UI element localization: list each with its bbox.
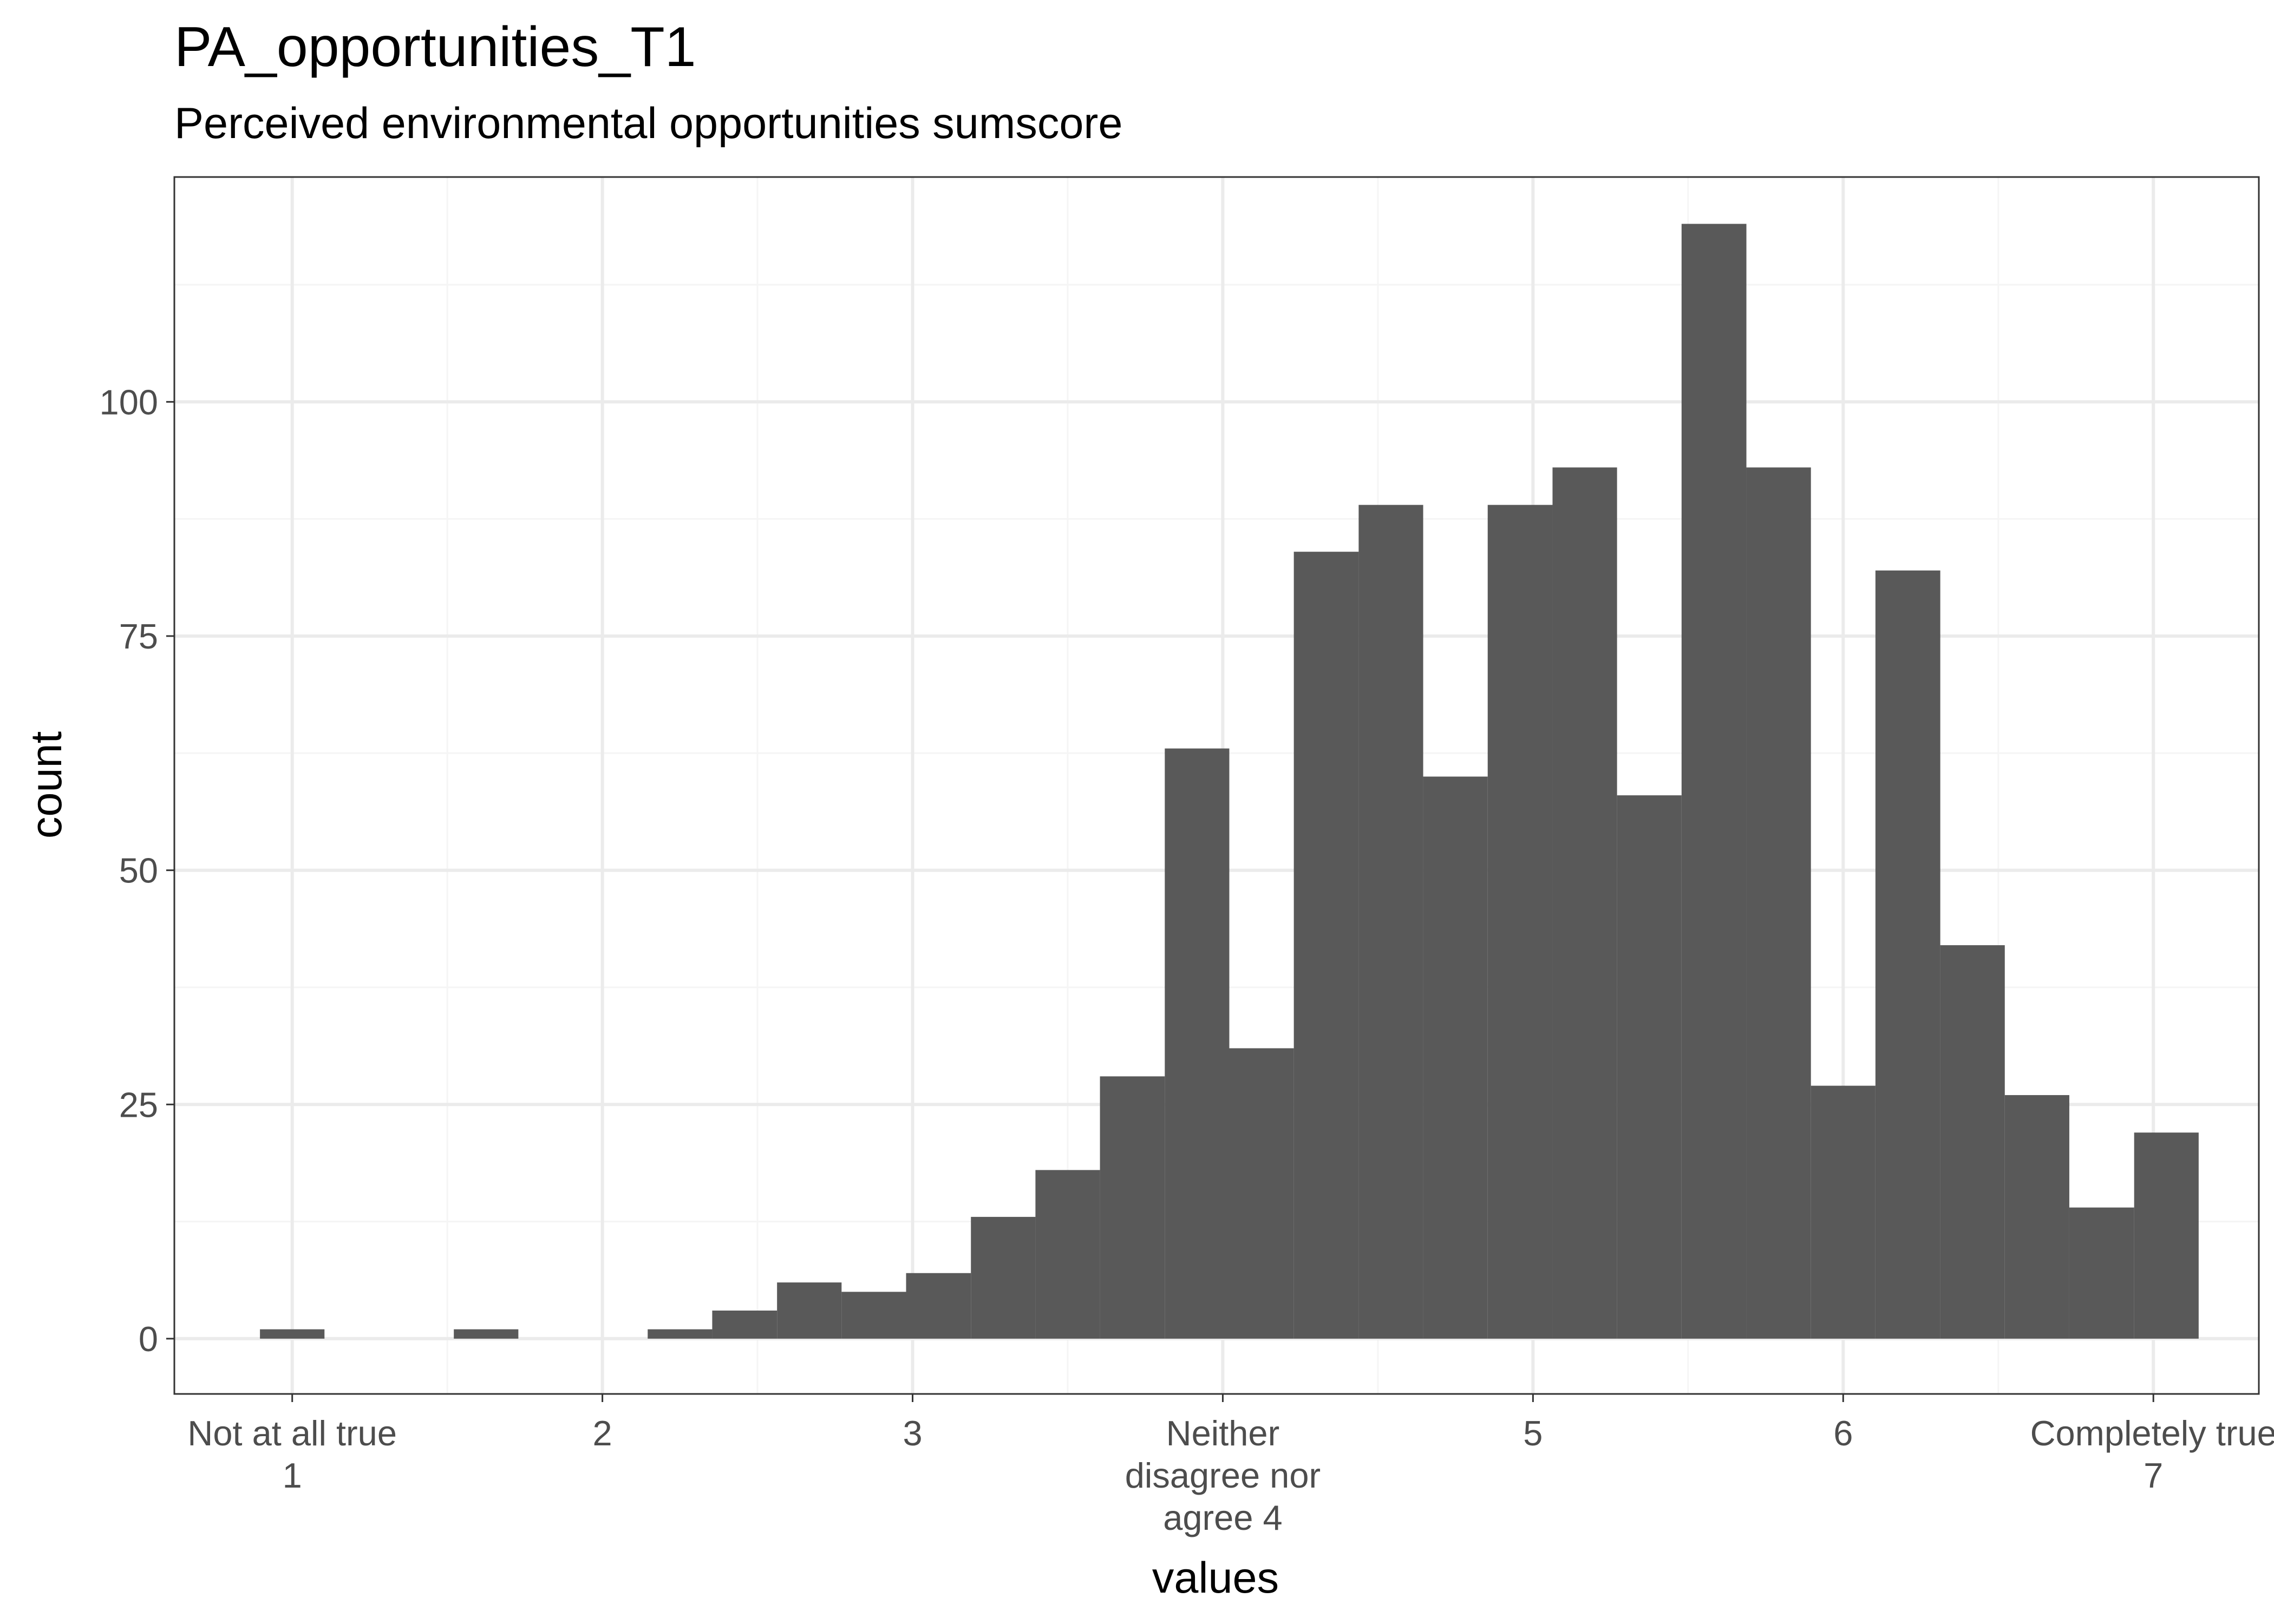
y-tick-label: 50 (119, 851, 158, 890)
x-tick-label: 3 (903, 1413, 922, 1453)
histogram-bar (2069, 1207, 2134, 1339)
y-tick-label: 0 (139, 1319, 158, 1359)
histogram-bar (1811, 1085, 1876, 1339)
histogram-bar (777, 1282, 842, 1339)
x-tick-label-line: Neither (1166, 1413, 1280, 1453)
x-tick-label: Neither disagree nor agree 4 (1125, 1413, 1321, 1537)
x-tick-label-line: 1 (283, 1456, 302, 1495)
y-axis-title: count (22, 731, 71, 839)
histogram-bar (712, 1310, 777, 1339)
x-tick-label-line: 2 (593, 1413, 612, 1453)
x-tick-label-line: 5 (1523, 1413, 1543, 1453)
x-tick-label-line: Not at all true (187, 1413, 397, 1453)
x-tick-label-line: disagree nor (1125, 1456, 1321, 1495)
histogram-bar (1035, 1170, 1100, 1339)
y-axis-ticks: 0 25 50 75 100 (100, 382, 174, 1359)
x-tick-label-line: 3 (903, 1413, 922, 1453)
y-tick-label: 100 (100, 382, 158, 422)
x-tick-label: Not at all true 1 (187, 1413, 397, 1495)
histogram-bar (841, 1292, 906, 1339)
x-tick-label-line: agree 4 (1163, 1498, 1282, 1537)
histogram-bar (648, 1329, 713, 1339)
x-tick-label-line: 7 (2144, 1456, 2163, 1495)
histogram-bar (1487, 505, 1553, 1339)
histogram-bar (1165, 748, 1230, 1339)
x-axis-title: values (1152, 1554, 1279, 1602)
histogram-bar (1552, 467, 1617, 1339)
x-tick-label-line: Completely true (2030, 1413, 2274, 1453)
histogram-bar (2134, 1132, 2199, 1339)
histogram-bars (260, 224, 2199, 1339)
histogram-bar (1423, 776, 1488, 1339)
histogram-bar (2004, 1095, 2069, 1339)
chart-title: PA_opportunities_T1 (174, 16, 696, 78)
panel-border (173, 176, 2260, 1395)
chart-subtitle: Perceived environmental opportunities su… (174, 99, 1122, 148)
histogram-bar (1940, 945, 2005, 1339)
histogram-bar (1875, 570, 1940, 1339)
x-axis-ticks: Not at all true 1 2 3 Neither disagree nor agr… (187, 1394, 2274, 1537)
histogram-bar (1746, 467, 1811, 1339)
histogram-bar (971, 1216, 1036, 1339)
histogram-bar (1229, 1048, 1294, 1339)
histogram-bar (1681, 224, 1747, 1339)
x-tick-label: Completely true 7 (2030, 1413, 2274, 1495)
histogram-bar (1617, 795, 1682, 1339)
histogram-bar (906, 1273, 971, 1339)
histogram-bar (1100, 1076, 1165, 1339)
x-tick-label: 6 (1833, 1413, 1853, 1453)
histogram-bar (260, 1329, 325, 1339)
y-tick-label: 25 (119, 1085, 158, 1124)
histogram-bar (1358, 505, 1423, 1339)
histogram-bar (1293, 552, 1359, 1339)
x-tick-label: 2 (593, 1413, 612, 1453)
y-tick-label: 75 (119, 617, 158, 656)
x-tick-label-line: 6 (1833, 1413, 1853, 1453)
histogram-bar (454, 1329, 519, 1339)
x-tick-label: 5 (1523, 1413, 1543, 1453)
